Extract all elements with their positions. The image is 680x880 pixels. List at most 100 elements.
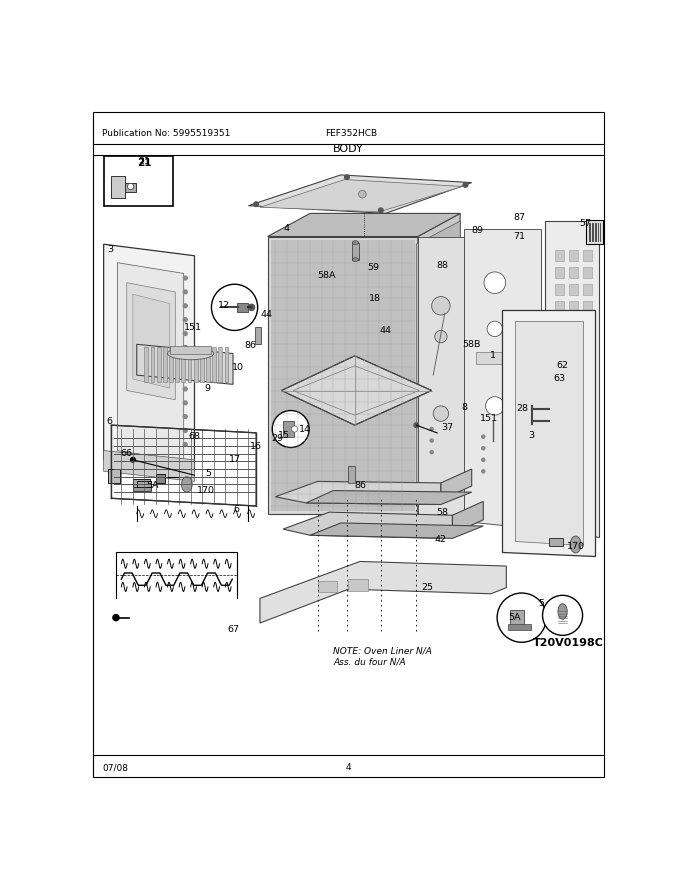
Bar bbox=[578, 379, 581, 386]
Text: 8: 8 bbox=[461, 403, 467, 412]
Circle shape bbox=[184, 290, 187, 294]
Bar bbox=[555, 335, 564, 346]
Circle shape bbox=[463, 182, 468, 187]
Bar bbox=[583, 301, 592, 312]
Bar bbox=[583, 420, 592, 430]
Circle shape bbox=[128, 183, 134, 189]
Bar bbox=[352, 243, 358, 260]
Bar bbox=[555, 471, 564, 481]
Text: 58A: 58A bbox=[318, 270, 336, 280]
Text: Ass. du four N/A: Ass. du four N/A bbox=[333, 657, 406, 666]
Polygon shape bbox=[248, 175, 472, 214]
Polygon shape bbox=[268, 237, 418, 514]
Bar bbox=[583, 335, 592, 346]
Text: NOTE: Oven Liner N/A: NOTE: Oven Liner N/A bbox=[333, 646, 432, 656]
Bar bbox=[157, 348, 160, 382]
Text: 66: 66 bbox=[121, 449, 133, 458]
Bar bbox=[555, 385, 564, 397]
Circle shape bbox=[481, 435, 485, 438]
Text: 67: 67 bbox=[227, 625, 239, 634]
Circle shape bbox=[248, 304, 254, 311]
Text: 5A: 5A bbox=[146, 480, 158, 489]
Circle shape bbox=[292, 426, 298, 432]
Text: 29: 29 bbox=[271, 434, 284, 443]
Polygon shape bbox=[137, 344, 233, 385]
Text: 59: 59 bbox=[367, 263, 379, 272]
Bar bbox=[555, 352, 564, 363]
Bar bbox=[583, 436, 592, 447]
Bar bbox=[549, 539, 562, 546]
Bar bbox=[583, 268, 592, 278]
Text: 3: 3 bbox=[528, 430, 535, 440]
Text: 28: 28 bbox=[517, 405, 528, 414]
Bar bbox=[224, 348, 228, 382]
Polygon shape bbox=[268, 214, 460, 237]
Circle shape bbox=[522, 395, 562, 435]
Bar bbox=[556, 377, 584, 389]
Text: 9: 9 bbox=[205, 385, 211, 393]
Bar bbox=[318, 581, 337, 592]
Bar bbox=[555, 369, 564, 379]
Polygon shape bbox=[103, 451, 194, 481]
Circle shape bbox=[184, 346, 187, 349]
Text: 68: 68 bbox=[188, 432, 201, 441]
Bar bbox=[555, 268, 564, 278]
Polygon shape bbox=[545, 221, 599, 537]
Bar bbox=[150, 348, 154, 382]
Bar bbox=[568, 471, 578, 481]
Bar bbox=[283, 422, 294, 436]
Polygon shape bbox=[441, 469, 472, 500]
Bar bbox=[348, 579, 368, 590]
Text: 58: 58 bbox=[437, 508, 448, 517]
Bar bbox=[583, 471, 592, 481]
Text: 151: 151 bbox=[479, 414, 498, 422]
Text: 14: 14 bbox=[299, 424, 311, 434]
Ellipse shape bbox=[562, 360, 579, 391]
Circle shape bbox=[184, 359, 187, 363]
Circle shape bbox=[481, 470, 485, 473]
Bar bbox=[568, 436, 578, 447]
Circle shape bbox=[184, 332, 187, 335]
Bar bbox=[169, 348, 173, 382]
Bar bbox=[568, 488, 578, 498]
Bar bbox=[188, 348, 192, 382]
Text: FEF352HCB: FEF352HCB bbox=[326, 128, 377, 138]
Bar bbox=[555, 403, 564, 414]
Bar bbox=[572, 379, 575, 386]
Bar bbox=[555, 436, 564, 447]
Polygon shape bbox=[118, 262, 184, 461]
Polygon shape bbox=[271, 239, 415, 510]
Circle shape bbox=[432, 297, 450, 315]
Circle shape bbox=[184, 387, 187, 391]
Bar bbox=[583, 369, 592, 379]
Circle shape bbox=[487, 321, 503, 337]
Text: 15: 15 bbox=[278, 431, 290, 440]
Circle shape bbox=[184, 429, 187, 432]
Circle shape bbox=[379, 208, 383, 213]
Text: 44: 44 bbox=[260, 310, 272, 319]
Bar bbox=[508, 624, 531, 630]
Text: 5: 5 bbox=[538, 598, 544, 607]
Circle shape bbox=[113, 614, 119, 620]
Ellipse shape bbox=[167, 348, 214, 360]
Polygon shape bbox=[503, 310, 595, 556]
Bar bbox=[555, 454, 564, 465]
Circle shape bbox=[433, 406, 449, 422]
Circle shape bbox=[184, 373, 187, 377]
Bar bbox=[568, 284, 578, 295]
Circle shape bbox=[184, 414, 187, 419]
Polygon shape bbox=[260, 561, 507, 623]
Text: 89: 89 bbox=[472, 226, 484, 235]
Polygon shape bbox=[310, 523, 483, 539]
Bar bbox=[583, 488, 592, 498]
Bar bbox=[218, 348, 222, 382]
Bar bbox=[254, 327, 260, 344]
Bar bbox=[568, 369, 578, 379]
Bar bbox=[206, 348, 210, 382]
Polygon shape bbox=[418, 237, 464, 521]
Text: 42: 42 bbox=[435, 535, 447, 545]
Text: 1: 1 bbox=[490, 350, 496, 360]
Bar bbox=[137, 480, 150, 487]
Circle shape bbox=[358, 190, 367, 198]
Text: 12: 12 bbox=[218, 301, 230, 311]
